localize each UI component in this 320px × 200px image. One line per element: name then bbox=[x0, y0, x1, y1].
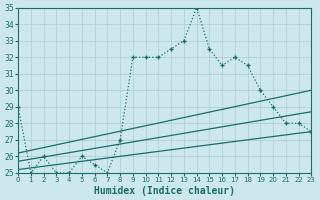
X-axis label: Humidex (Indice chaleur): Humidex (Indice chaleur) bbox=[94, 186, 235, 196]
